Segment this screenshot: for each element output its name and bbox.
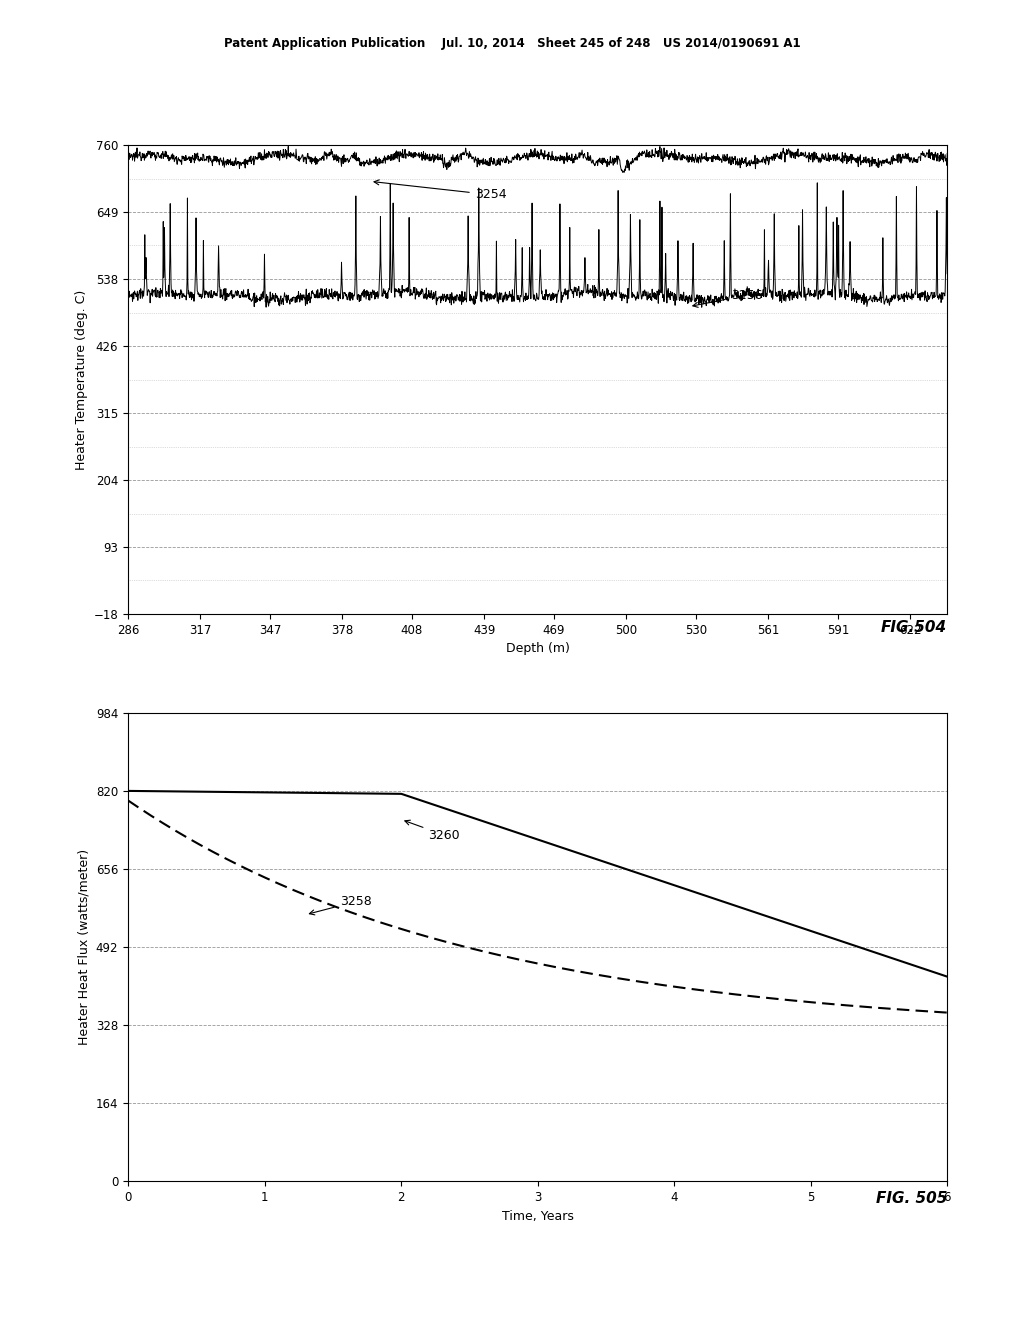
Text: 3258: 3258 [309,895,372,915]
Text: Patent Application Publication    Jul. 10, 2014   Sheet 245 of 248   US 2014/019: Patent Application Publication Jul. 10, … [223,37,801,50]
Text: 3256: 3256 [693,289,763,308]
Text: FIG.504: FIG.504 [881,620,947,635]
Y-axis label: Heater Heat Flux (watts/meter): Heater Heat Flux (watts/meter) [77,849,90,1045]
Text: 3254: 3254 [374,180,507,201]
X-axis label: Time, Years: Time, Years [502,1209,573,1222]
X-axis label: Depth (m): Depth (m) [506,642,569,655]
Y-axis label: Heater Temperature (deg. C): Heater Temperature (deg. C) [75,289,88,470]
Text: 3260: 3260 [404,820,460,842]
Text: FIG. 505: FIG. 505 [876,1191,947,1205]
